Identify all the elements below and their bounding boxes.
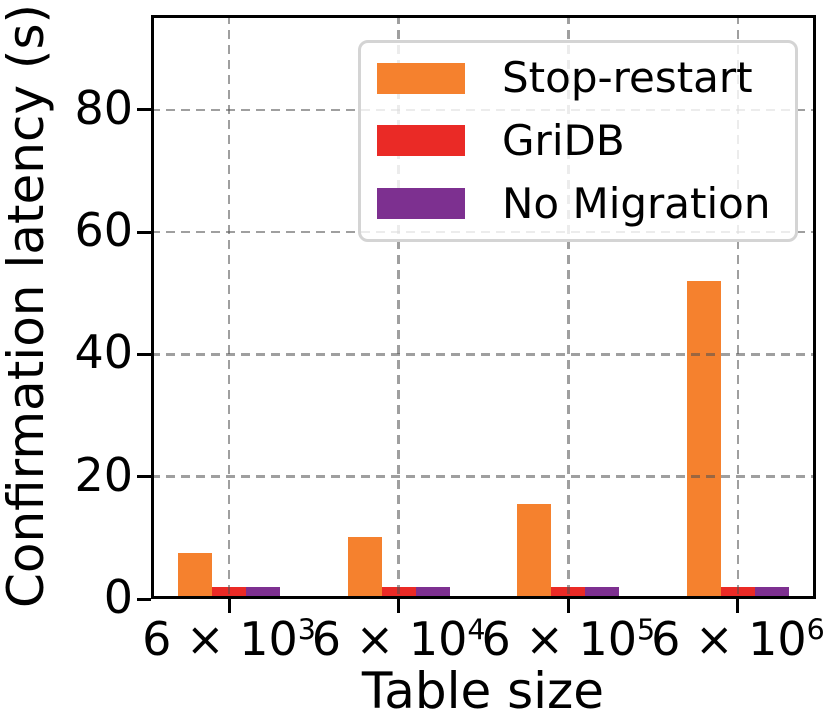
x-tick-base: 6 × 10 (311, 612, 468, 666)
legend-label: No Migration (502, 178, 771, 228)
y-tick-mark (137, 230, 151, 234)
x-tick-mark (227, 599, 231, 613)
bar-no-migration (754, 586, 789, 599)
x-tick-label: 6 × 103 (114, 614, 344, 665)
x-tick-exponent: 3 (297, 613, 316, 647)
x-tick-exponent: 4 (467, 613, 486, 647)
x-tick-base: 6 × 10 (142, 612, 298, 666)
y-tick-mark (137, 597, 151, 601)
bar-stop-restart (347, 536, 382, 599)
legend-swatch-stop-restart (377, 62, 465, 94)
gridline-vertical (227, 15, 231, 599)
gridline-vertical (567, 15, 570, 599)
bar-stop-restart (178, 552, 213, 599)
legend-item: Stop-restart (377, 57, 795, 99)
gridline-horizontal (151, 475, 816, 478)
y-tick-label: 0 (103, 570, 133, 624)
bar-stop-restart (687, 281, 721, 599)
gridline-vertical (736, 15, 740, 599)
x-tick-mark (736, 599, 740, 613)
y-tick-label: 40 (74, 325, 133, 380)
x-axis-title: Table size (361, 662, 605, 720)
legend-item: GriDB (377, 115, 795, 165)
legend-label: GriDB (502, 115, 625, 165)
plot-area: 0 20 40 60 80 6 × 103 6 × 104 6 × 105 6 × 106 (74, 15, 825, 664)
y-tick-label: 60 (74, 203, 133, 258)
legend-label: Stop-restart (502, 53, 753, 103)
gridline-vertical (397, 15, 400, 599)
x-tick-exponent: 5 (637, 613, 656, 647)
legend: Stop-restart GriDB No Migration (358, 40, 798, 242)
y-tick-label: 80 (74, 80, 133, 135)
x-tick-exponent: 6 (806, 613, 825, 647)
x-tick-base: 6 × 10 (481, 612, 638, 666)
y-tick-mark (137, 108, 151, 112)
x-tick-base: 6 × 10 (651, 612, 807, 666)
legend-item: No Migration (377, 178, 795, 228)
bar-no-migration (246, 586, 280, 599)
bar-stop-restart (517, 504, 552, 599)
x-tick-mark (397, 599, 401, 613)
y-tick-mark (137, 475, 151, 479)
legend-swatch-no-migration (377, 188, 465, 220)
bar-no-migration (585, 586, 620, 599)
x-tick-label: 6 × 104 (284, 614, 514, 665)
gridline-horizontal (151, 353, 816, 356)
x-tick-label: 6 × 105 (453, 614, 683, 665)
x-tick-mark (566, 599, 570, 613)
y-tick-label: 20 (74, 447, 133, 502)
bar-no-migration (415, 586, 450, 599)
legend-swatch-gridb (377, 125, 465, 157)
x-tick-label: 6 × 106 (623, 614, 832, 665)
y-tick-mark (137, 352, 151, 356)
